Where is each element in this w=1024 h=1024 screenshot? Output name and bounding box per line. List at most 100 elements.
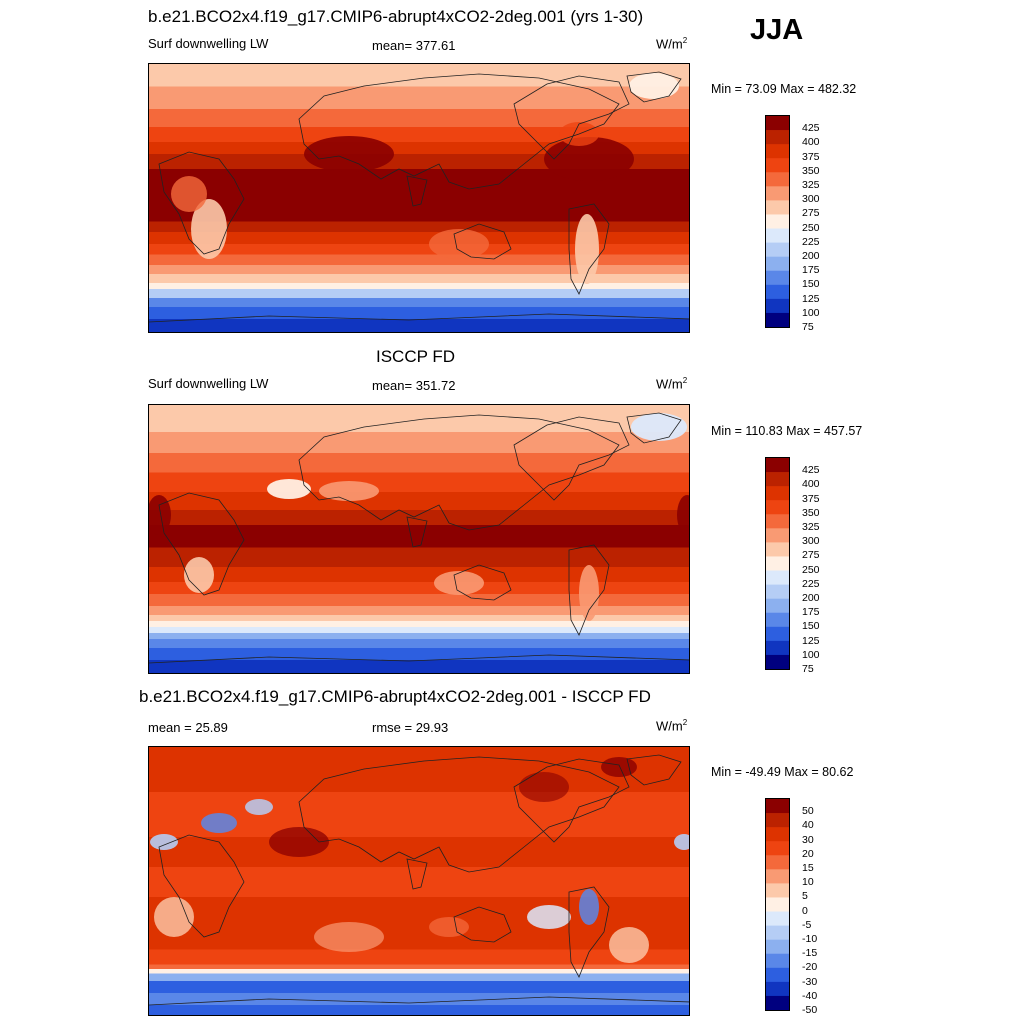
contour-band [149,547,689,568]
colorbar-swatch [766,186,789,201]
coastline-antarctica [149,996,689,1006]
contour-band [149,221,689,233]
contour-band [149,525,689,548]
contour-band [149,109,689,128]
contour-band [149,606,689,616]
contour-band [149,949,689,965]
contour-band [149,1005,689,1015]
colorbar-tick-label: 325 [802,178,820,191]
colorbar-tick-label: 300 [802,535,820,548]
colorbar-swatch [766,841,789,856]
colorbar-tick-label: 150 [802,278,820,291]
coastline-eurasia [298,756,620,873]
contour-region [575,214,599,284]
colorbar-tick-label: 75 [802,662,814,675]
panel-2-variable-label: Surf downwelling LW [148,376,269,391]
contour-band [149,639,689,649]
colorbar-swatch [766,598,789,614]
colorbar-swatch [766,514,789,529]
contour-region [154,897,194,937]
contour-band [149,405,689,433]
contour-band [149,453,689,473]
panel-1-variable-label: Surf downwelling LW [148,36,269,51]
colorbar-tick-label: 125 [802,292,820,305]
colorbar-swatch [766,284,789,300]
panel-2-title: ISCCP FD [376,347,456,366]
colorbar-swatch [766,270,789,286]
colorbar-tick-label: 40 [802,819,814,832]
panel-1-min-max: Min = 73.09 Max = 482.32 [711,82,857,96]
contour-band [149,897,689,950]
colorbar-swatch [766,570,789,585]
contour-band [149,969,689,974]
colorbar-tick-label: -10 [802,932,818,945]
colorbar-swatch [766,939,789,955]
colorbar-tick-label: 200 [802,591,820,604]
colorbar-swatch [766,116,789,131]
contour-band [149,510,689,526]
colorbar-tick-label: 175 [802,606,820,619]
colorbar-swatch [766,486,789,501]
panel-3-title: b.e21.BCO2x4.f19_g17.CMIP6-abrupt4xCO2-2… [139,687,651,706]
colorbar-swatch [766,528,789,543]
colorbar-tick-label: 15 [802,861,814,874]
colorbar-swatch [766,855,789,870]
colorbar-swatch [766,584,789,600]
coastline-eurasia [298,414,620,531]
colorbar-swatch [766,925,789,941]
contour-region [429,917,469,937]
contour-region [314,922,384,952]
contour-band [149,289,689,299]
colorbar-tick-label: 0 [802,904,808,917]
colorbar-tick-label: 175 [802,264,820,277]
coastline-eurasia [298,73,620,190]
coastline-namerica [513,758,630,843]
colorbar-tick-label: 275 [802,549,820,562]
colorbar-tick-label: -30 [802,975,818,988]
contour-band [149,615,689,622]
contour-region [149,495,171,535]
colorbar-tick-label: 375 [802,150,820,163]
contour-band [149,232,689,245]
contour-band [149,298,689,308]
colorbar-tick-label: 125 [802,634,820,647]
contour-band [149,792,689,838]
coastline-samerica [568,544,610,636]
panel-3-min-max: Min = -49.49 Max = 80.62 [711,765,854,779]
colorbar-swatch [766,869,789,884]
contour-band [149,660,689,673]
contour-band [149,319,689,332]
coastline-australia [453,223,512,260]
contour-region [429,229,489,259]
season-label: JJA [750,14,804,46]
contour-region [601,757,637,777]
colorbar-swatch [766,911,789,926]
colorbar-tick-label: 400 [802,136,820,149]
contour-band [149,492,689,511]
coastline-namerica [513,416,630,501]
colorbar-tick-label: 200 [802,249,820,262]
colorbar-tick-label: 325 [802,520,820,533]
coastline-greenland [626,412,682,444]
colorbar-swatch [766,799,789,814]
colorbar-swatch [766,172,789,187]
colorbar-tick-label: 30 [802,833,814,846]
contour-band [149,993,689,1006]
colorbar-swatch [766,813,789,828]
colorbar-tick-label: 100 [802,648,820,661]
contour-band [149,283,689,290]
colorbar-tick-label: 225 [802,577,820,590]
colorbar-tick-label: 150 [802,620,820,633]
colorbar-tick-label: 20 [802,847,814,860]
colorbar-swatch [766,130,789,145]
coastline-greenland [626,71,682,103]
colorbar-swatch [766,827,789,842]
contour-region [519,772,569,802]
contour-region [579,565,599,621]
panel-2-min-max: Min = 110.83 Max = 457.57 [711,424,863,438]
colorbar-tick-label: 300 [802,193,820,206]
coastline-australia [453,564,512,601]
colorbar-tick-label: 5 [802,890,808,903]
coastline-africa [158,834,245,938]
colorbar-swatch [766,242,789,258]
